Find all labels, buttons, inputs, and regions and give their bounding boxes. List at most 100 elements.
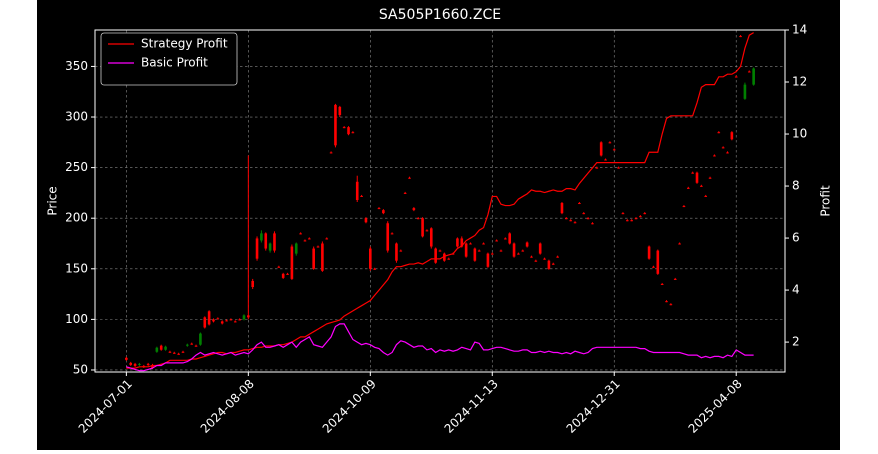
candle-body (321, 243, 324, 271)
candle-body (647, 246, 651, 259)
candle-body (595, 167, 599, 169)
candle-body (151, 364, 154, 368)
y2-tick-label: 12 (792, 75, 807, 89)
candle-body (294, 243, 298, 254)
candle-body (260, 233, 263, 241)
candle-body (708, 177, 712, 179)
y-tick-label: 200 (65, 211, 88, 225)
candle-body (338, 106, 342, 115)
candle-body (626, 220, 629, 222)
candle-body (290, 246, 294, 279)
candle-body (277, 266, 281, 268)
candle-body (534, 260, 538, 262)
y2-axis-label: Profit (819, 185, 833, 217)
candle-body (752, 68, 755, 85)
candle-body (517, 253, 520, 255)
candle-body (530, 256, 533, 258)
candle-body (125, 357, 128, 360)
candle-body (303, 240, 307, 242)
candle-body (172, 352, 176, 354)
candle-body (403, 192, 407, 194)
candle-body (408, 177, 411, 179)
candle-body (634, 218, 638, 220)
candle-body (212, 319, 215, 322)
candle-body (669, 304, 673, 306)
candle-body (525, 242, 529, 247)
candle-body (308, 238, 311, 240)
candle-body (299, 233, 302, 235)
candle-body (286, 273, 289, 275)
candle-body (464, 243, 468, 257)
candle-body (146, 363, 150, 365)
candle-body (704, 195, 708, 197)
candle-body (325, 238, 329, 240)
candle-body (469, 243, 472, 245)
y2-tick-label: 8 (792, 179, 800, 193)
candle-body (652, 266, 655, 268)
candle-body (734, 76, 738, 78)
candle-body (386, 223, 390, 251)
candle-body (447, 258, 451, 260)
candle-body (229, 319, 233, 321)
candle-body (138, 363, 141, 365)
candle-body (238, 319, 241, 321)
candle-body (368, 248, 372, 269)
candle-body (695, 172, 699, 183)
candle-body (334, 104, 337, 146)
candle-body (438, 250, 442, 252)
candle-body (578, 203, 581, 205)
candle-body (390, 233, 394, 235)
candle-body (373, 268, 376, 270)
candle-body (477, 250, 481, 252)
candle-body (504, 238, 507, 240)
y-tick-label: 300 (65, 110, 88, 124)
candle-body (255, 238, 259, 259)
plot-frame (94, 29, 786, 373)
candle-body (486, 253, 490, 267)
candle-body (538, 243, 542, 254)
candle-body (181, 351, 185, 353)
candle-body (207, 311, 211, 325)
candle-body (721, 147, 725, 149)
candle-body (242, 315, 246, 320)
candle-body (133, 363, 137, 366)
candle-body (190, 343, 194, 345)
candle-body (565, 218, 568, 220)
candle-body (490, 253, 494, 255)
legend-box (100, 32, 238, 86)
candle-body (355, 181, 359, 200)
candle-body (342, 127, 346, 129)
candle-body (251, 280, 254, 288)
candle-body (656, 250, 660, 274)
candle-body (569, 220, 572, 222)
candle-body (312, 248, 315, 269)
candle-body (412, 208, 416, 211)
candle-body (713, 155, 716, 157)
candle-body (360, 195, 363, 197)
candle-body (273, 233, 276, 251)
candle-body (456, 238, 459, 247)
candle-body (443, 253, 446, 261)
candle-body (747, 71, 751, 73)
y-axis-label: Price (46, 186, 60, 215)
y-tick-label: 250 (65, 160, 88, 174)
legend-label: Basic Profit (141, 56, 208, 70)
candle-body (582, 213, 586, 215)
candle-body (399, 250, 403, 252)
y2-tick-label: 10 (792, 127, 807, 141)
candle-body (281, 273, 285, 278)
y2-tick-label: 6 (792, 231, 800, 245)
candle-body (547, 260, 551, 269)
candle-body (460, 238, 464, 247)
candle-body (608, 142, 612, 144)
candle-body (508, 233, 512, 244)
candle-body (726, 152, 729, 154)
candle-body (155, 347, 159, 352)
candle-body (268, 243, 272, 251)
candle-body (660, 283, 664, 285)
candle-body (551, 263, 555, 265)
candle-body (617, 167, 620, 169)
candle-body (686, 187, 690, 189)
candle-body (556, 256, 559, 258)
y-tick-label: 150 (65, 261, 88, 275)
